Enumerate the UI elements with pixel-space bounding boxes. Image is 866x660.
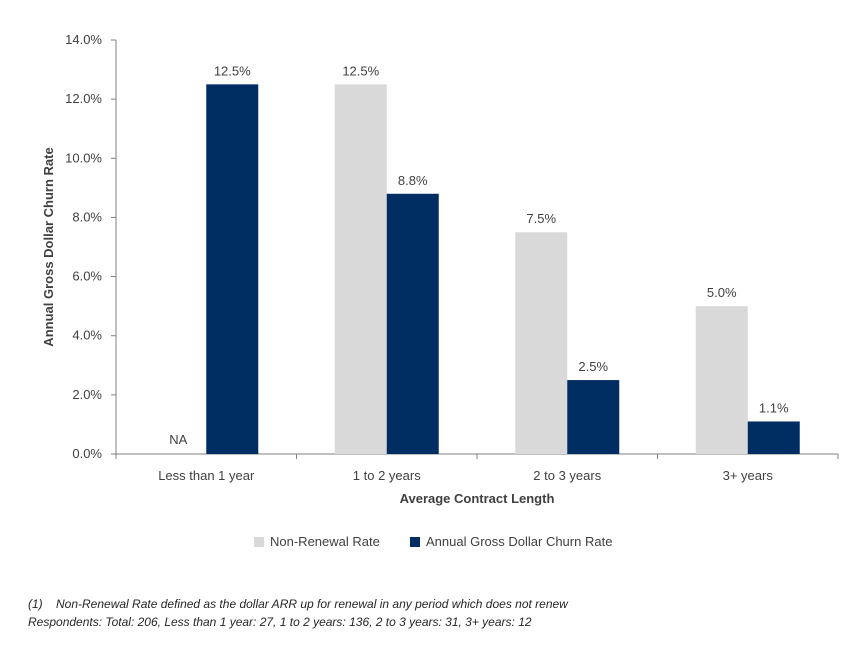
y-tick-label: 4.0%	[72, 328, 102, 343]
footnote-respondents: Respondents: Total: 206, Less than 1 yea…	[28, 615, 532, 629]
y-tick-label: 10.0%	[65, 150, 102, 165]
x-category-label: 2 to 3 years	[533, 468, 601, 483]
bar-churn	[747, 421, 800, 454]
x-axis-title: Average Contract Length	[400, 491, 555, 506]
bar-churn	[567, 380, 620, 454]
x-category-label: Less than 1 year	[158, 468, 255, 483]
x-category-label: 3+ years	[723, 468, 774, 483]
bar-non-renewal	[515, 232, 568, 454]
y-tick-label: 2.0%	[72, 387, 102, 402]
y-tick-label: 8.0%	[72, 209, 102, 224]
data-label: 2.5%	[578, 359, 608, 374]
y-tick-label: 0.0%	[72, 446, 102, 461]
data-label: 8.8%	[398, 173, 428, 188]
footnote-definition: (1) Non-Renewal Rate defined as the doll…	[28, 597, 568, 611]
y-tick-label: 14.0%	[65, 32, 102, 47]
data-label: 1.1%	[759, 400, 789, 415]
bar-non-renewal	[334, 84, 387, 454]
data-label: 12.5%	[214, 63, 251, 78]
y-tick-label: 12.0%	[65, 91, 102, 106]
y-tick-label: 6.0%	[72, 269, 102, 284]
y-axis-title: Annual Gross Dollar Churn Rate	[41, 147, 56, 346]
legend-label-churn: Annual Gross Dollar Churn Rate	[426, 534, 613, 549]
data-label: 12.5%	[342, 63, 379, 78]
data-label: 7.5%	[526, 211, 556, 226]
legend-item-churn: Annual Gross Dollar Churn Rate	[410, 534, 612, 549]
bar-non-renewal	[695, 306, 748, 454]
legend-swatch-non-renewal	[254, 536, 264, 547]
data-label: 5.0%	[707, 285, 737, 300]
data-label-na: NA	[169, 432, 187, 447]
x-category-label: 1 to 2 years	[353, 468, 421, 483]
bar-chart: 0.0% 2.0% 4.0% 6.0% 8.0% 10.0% 12.0% 14.0% NA 12.…	[41, 32, 839, 506]
legend-item-non-renewal: Non-Renewal Rate	[254, 534, 380, 549]
legend-label-non-renewal: Non-Renewal Rate	[270, 534, 380, 549]
bar-churn	[386, 193, 439, 454]
bar-churn	[206, 84, 259, 454]
legend-swatch-churn	[410, 536, 420, 547]
legend: Non-Renewal Rate Annual Gross Dollar Chu…	[0, 534, 866, 554]
